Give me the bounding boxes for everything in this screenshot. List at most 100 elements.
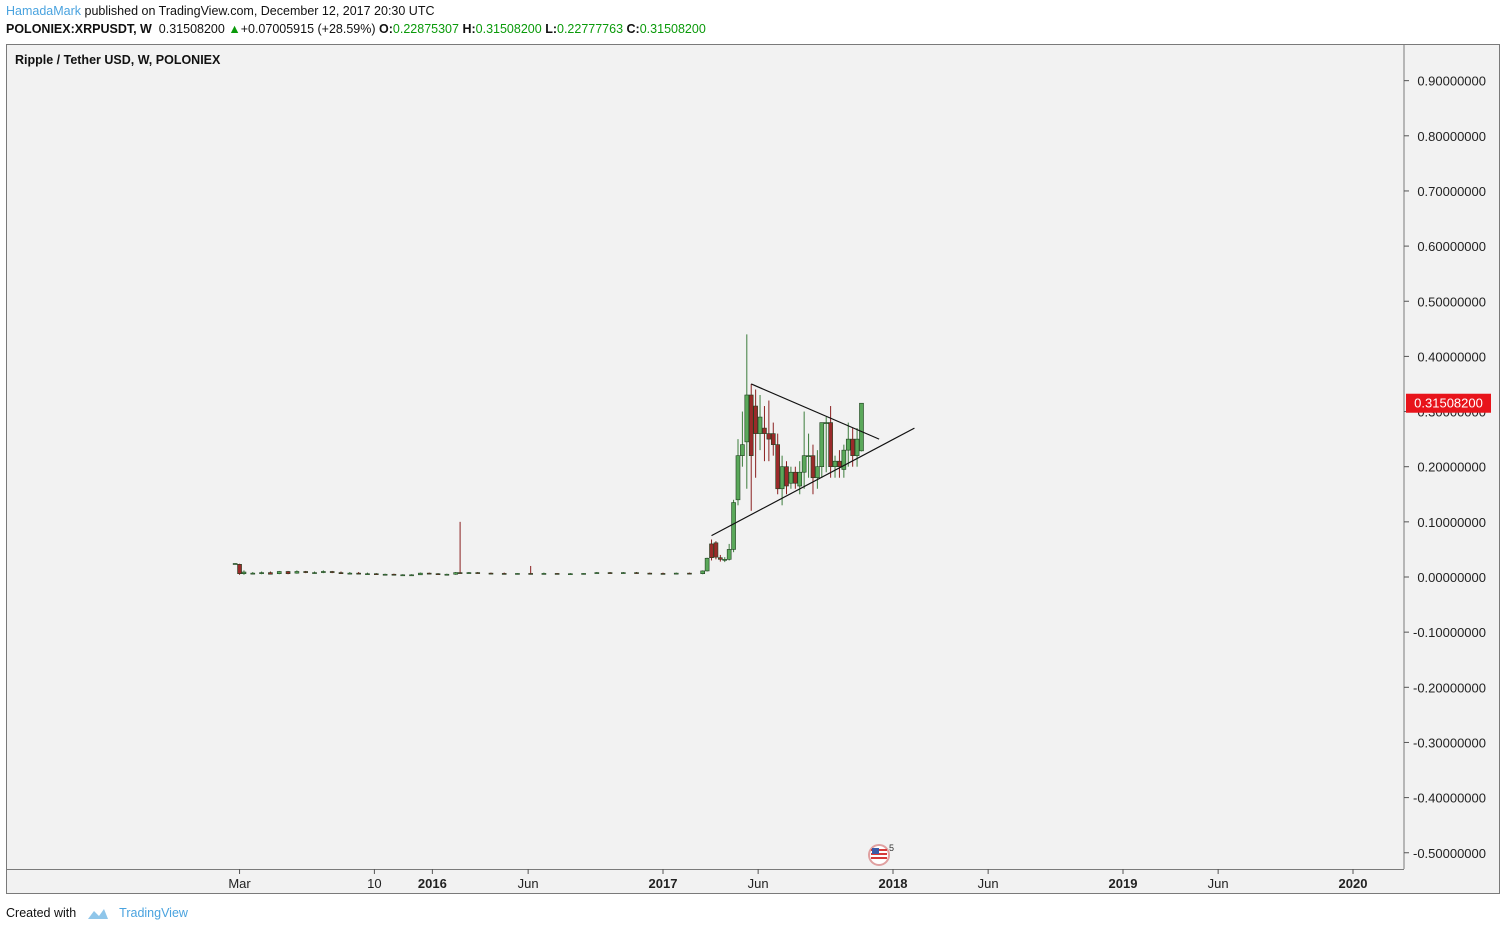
low-value: 0.22777763 bbox=[557, 22, 624, 36]
candle-body bbox=[276, 571, 282, 574]
y-tick-label: 0.10000000 bbox=[1417, 515, 1486, 530]
high-label: H: bbox=[462, 22, 476, 36]
candle-body bbox=[859, 402, 864, 452]
candle-body bbox=[488, 572, 494, 575]
candle-body bbox=[285, 571, 291, 574]
price-axis: 0.90000000 0.80000000 0.70000000 0.60000000… bbox=[1404, 74, 1486, 861]
chart-title: Ripple / Tether USD, W, POLONIEX bbox=[15, 53, 221, 67]
candle-body bbox=[850, 438, 855, 456]
x-tick-label: 2018 bbox=[879, 876, 908, 891]
low-label: L: bbox=[545, 22, 557, 36]
close-label: C: bbox=[626, 22, 640, 36]
price-change: +0.07005915 (+28.59%) bbox=[240, 22, 376, 36]
close-value: 0.31508200 bbox=[639, 22, 706, 36]
candle-body bbox=[475, 572, 481, 574]
y-tick-label: 0.50000000 bbox=[1417, 294, 1486, 309]
tradingview-logo-icon bbox=[87, 908, 108, 919]
open-value: 0.22875307 bbox=[392, 22, 459, 36]
candles-layer bbox=[232, 334, 864, 577]
y-tick-label: 0.90000000 bbox=[1417, 74, 1486, 89]
symbol-label: POLONIEX:XRPUSDT, W bbox=[6, 22, 152, 36]
candle-body bbox=[673, 572, 679, 575]
price-badge-bg bbox=[1406, 393, 1491, 413]
open-label: O: bbox=[379, 22, 393, 36]
last-price-badge: 0.31508200 bbox=[1406, 393, 1491, 413]
candle-body bbox=[426, 572, 432, 575]
candle-body bbox=[528, 573, 533, 575]
y-tick-label: -0.30000000 bbox=[1413, 735, 1486, 750]
candle-body bbox=[232, 563, 238, 565]
y-tick-label: 0.80000000 bbox=[1417, 129, 1486, 144]
candle-body bbox=[409, 574, 414, 577]
y-tick-label: 0.70000000 bbox=[1417, 184, 1486, 199]
candle-body bbox=[744, 394, 750, 443]
trendlines-layer bbox=[711, 383, 915, 537]
candle-body bbox=[722, 559, 728, 561]
candle-body bbox=[294, 571, 300, 574]
y-tick-label: 0.40000000 bbox=[1417, 349, 1486, 364]
candle-body bbox=[365, 573, 370, 575]
price-badge-text: 0.31508200 bbox=[1414, 396, 1483, 411]
candle-body bbox=[700, 570, 705, 574]
candle-body bbox=[806, 455, 811, 457]
y-tick-label: 0.20000000 bbox=[1417, 460, 1486, 475]
candle-body bbox=[418, 572, 423, 576]
candle-body bbox=[854, 438, 860, 456]
candle-body bbox=[841, 449, 847, 470]
x-tick-label: 2020 bbox=[1339, 876, 1368, 891]
candle-body bbox=[241, 571, 247, 574]
candle-body bbox=[373, 573, 379, 575]
candle-body bbox=[815, 466, 820, 479]
candle-body bbox=[810, 455, 816, 479]
candle-body bbox=[793, 471, 798, 484]
candle-body bbox=[770, 433, 776, 445]
x-tick-label: 2016 bbox=[418, 876, 447, 891]
candle-body bbox=[832, 460, 838, 467]
candle-body bbox=[801, 455, 807, 473]
y-tick-label: -0.50000000 bbox=[1413, 846, 1486, 861]
candle-body bbox=[766, 433, 772, 440]
y-tick-label: -0.10000000 bbox=[1413, 625, 1486, 640]
candle-body bbox=[259, 572, 264, 574]
candle-body bbox=[740, 444, 745, 456]
published-text: published on TradingView.com, December 1… bbox=[84, 4, 435, 18]
candle-body bbox=[709, 543, 714, 558]
candle-body bbox=[718, 557, 723, 560]
candle-body bbox=[647, 572, 653, 575]
candle-body bbox=[621, 572, 626, 574]
candle-body bbox=[312, 572, 317, 574]
candle-body bbox=[704, 557, 710, 572]
x-tick-label: Jun bbox=[1208, 876, 1229, 891]
y-tick-label: -0.40000000 bbox=[1413, 791, 1486, 806]
x-tick-label: Jun bbox=[518, 876, 539, 891]
flag-canton bbox=[872, 848, 879, 854]
y-tick-label: 0.60000000 bbox=[1417, 239, 1486, 254]
candle-body bbox=[435, 573, 441, 575]
x-tick-label: 10 bbox=[367, 876, 381, 891]
last-price: 0.31508200 bbox=[158, 22, 225, 36]
candle-body bbox=[541, 573, 547, 575]
symbol-info: POLONIEX:XRPUSDT, W 0.31508200 ▲+0.07005… bbox=[6, 22, 706, 36]
publish-info: HamadaMark published on TradingView.com,… bbox=[6, 4, 435, 18]
events-icon[interactable]: 5 bbox=[868, 843, 894, 866]
candle-body bbox=[581, 573, 586, 575]
candle-body bbox=[237, 564, 242, 574]
tradingview-brand-link[interactable]: TradingView bbox=[119, 906, 188, 920]
candle-body bbox=[779, 466, 785, 490]
candle-body bbox=[753, 405, 758, 434]
author-link[interactable]: HamadaMark bbox=[6, 4, 82, 18]
time-axis: Mar 10 2016 Jun 2017 Jun 2018 Jun 2019 Jun 2020 bbox=[228, 869, 1367, 891]
up-arrow-icon: ▲ bbox=[228, 22, 241, 36]
x-tick-label: 2019 bbox=[1109, 876, 1138, 891]
candle-body bbox=[391, 573, 397, 576]
candle-body bbox=[457, 572, 463, 574]
candle-body bbox=[762, 427, 767, 434]
candle-body bbox=[788, 471, 794, 484]
x-tick-label: 2017 bbox=[649, 876, 678, 891]
candle-body bbox=[356, 572, 361, 575]
chart-area[interactable] bbox=[6, 44, 1500, 894]
x-tick-label: Jun bbox=[748, 876, 769, 891]
candle-body bbox=[634, 572, 639, 574]
candle-body bbox=[687, 572, 692, 575]
